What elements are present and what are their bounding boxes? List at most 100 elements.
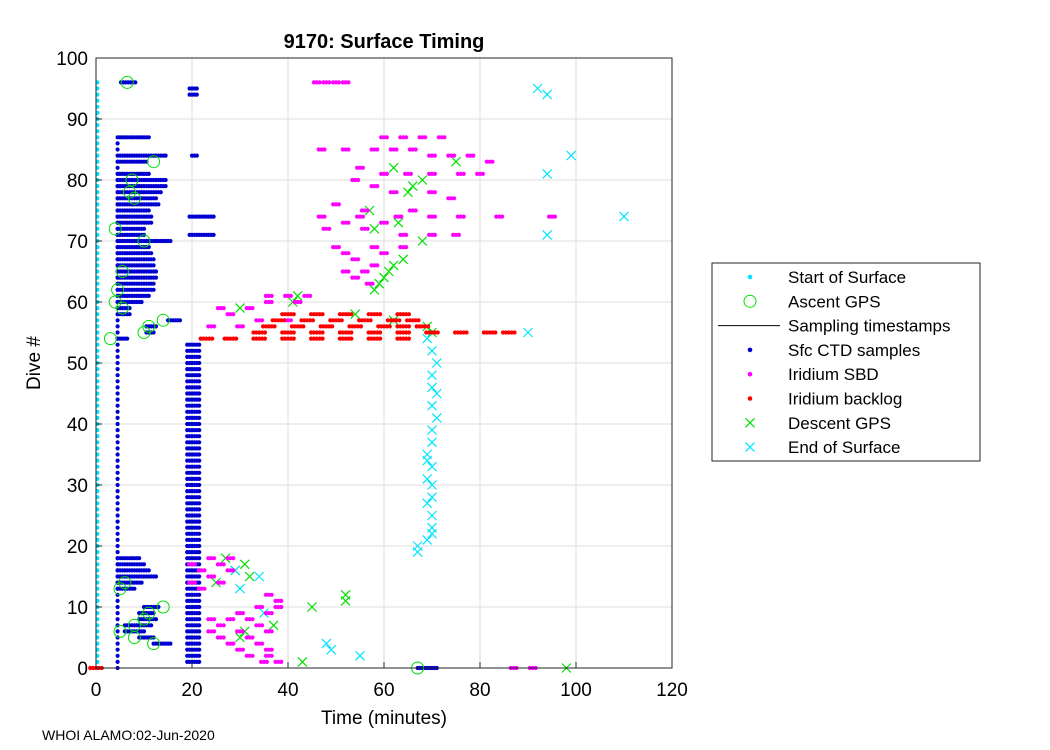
iridium-backlog-point bbox=[397, 318, 402, 323]
iridium-sbd-point bbox=[202, 568, 207, 573]
iridium-backlog-point bbox=[288, 336, 293, 341]
iridium-sbd-point bbox=[244, 653, 249, 658]
ctd-sample-point bbox=[115, 141, 120, 146]
ctd-sample-point bbox=[115, 525, 120, 530]
iridium-sbd-point bbox=[259, 641, 265, 646]
ctd-sample-point bbox=[115, 507, 120, 512]
iridium-backlog-point bbox=[506, 330, 511, 335]
ctd-sample-point bbox=[115, 440, 120, 445]
iridium-sbd-point bbox=[321, 226, 326, 231]
iridium-sbd-point bbox=[221, 580, 226, 585]
iridium-sbd-point bbox=[490, 159, 495, 164]
iridium-backlog-point bbox=[401, 330, 406, 335]
iridium-backlog-point bbox=[207, 336, 212, 341]
descent-gps-marker bbox=[407, 181, 418, 192]
legend: Start of Surface Ascent GPS Sampling times… bbox=[711, 262, 981, 462]
iridium-backlog-point bbox=[299, 318, 304, 323]
iridium-sbd-point bbox=[279, 659, 284, 665]
descent-gps-marker bbox=[383, 266, 394, 277]
iridium-sbd-point bbox=[279, 598, 284, 604]
legend-box bbox=[711, 262, 981, 462]
ctd-sample-point bbox=[115, 458, 120, 463]
iridium-backlog-point bbox=[337, 312, 342, 317]
end-of-surface-marker bbox=[235, 583, 245, 594]
iridium-backlog-point bbox=[372, 330, 377, 335]
iridium-backlog-point bbox=[337, 336, 342, 341]
iridium-sbd-point bbox=[429, 232, 435, 237]
iridium-sbd-point bbox=[228, 556, 233, 561]
ctd-sample-point bbox=[139, 580, 144, 585]
ctd-sample-point bbox=[211, 214, 216, 219]
y-tick-label: 20 bbox=[67, 537, 88, 558]
iridium-backlog-point bbox=[346, 312, 351, 317]
iridium-backlog-point bbox=[484, 330, 489, 335]
ascent-gps-marker bbox=[108, 222, 122, 236]
ctd-sample-point bbox=[141, 562, 147, 567]
iridium-sbd-point bbox=[494, 214, 499, 219]
iridium-sbd-point bbox=[247, 635, 252, 640]
iridium-sbd-point bbox=[403, 171, 408, 176]
iridium-sbd-point bbox=[237, 324, 243, 329]
iridium-sbd-point bbox=[391, 147, 396, 152]
iridium-sbd-point bbox=[343, 220, 348, 225]
iridium-backlog-point bbox=[210, 336, 215, 341]
iridium-sbd-point bbox=[292, 299, 297, 305]
iridium-backlog-point bbox=[406, 312, 412, 317]
iridium-backlog-point bbox=[381, 324, 387, 329]
ctd-sample-point bbox=[115, 165, 120, 170]
iridium-sbd-point bbox=[475, 171, 480, 176]
iridium-sbd-point bbox=[295, 299, 300, 305]
iridium-sbd-point bbox=[465, 153, 470, 158]
iridium-sbd-point bbox=[427, 190, 432, 195]
iridium-sbd-point bbox=[417, 135, 422, 140]
iridium-sbd-point bbox=[394, 190, 399, 195]
iridium-backlog-point bbox=[270, 318, 275, 323]
ascent-gps-marker bbox=[137, 612, 151, 626]
y-tick-label: 10 bbox=[67, 598, 88, 619]
y-tick-label: 100 bbox=[56, 49, 88, 70]
iridium-backlog-point bbox=[500, 330, 506, 335]
iridium-sbd-point bbox=[384, 251, 389, 256]
ctd-sample-point bbox=[197, 513, 202, 518]
iridium-sbd-point bbox=[240, 324, 245, 329]
ctd-sample-point bbox=[168, 641, 173, 646]
iridium-sbd-point bbox=[215, 580, 221, 585]
iridium-sbd-point bbox=[263, 653, 269, 658]
iridium-sbd-point bbox=[189, 580, 195, 585]
ctd-sample-point bbox=[115, 537, 120, 543]
ctd-sample-point bbox=[133, 80, 138, 85]
ctd-sample-point bbox=[146, 171, 151, 176]
ctd-sample-point bbox=[141, 629, 147, 634]
ctd-sample-point bbox=[115, 470, 120, 475]
iridium-backlog-point bbox=[414, 324, 419, 329]
iridium-sbd-point bbox=[264, 659, 269, 665]
descent-gps-marker bbox=[235, 632, 245, 643]
iridium-sbd-point bbox=[369, 263, 374, 268]
iridium-backlog-point bbox=[259, 336, 265, 341]
iridium-sbd-point bbox=[446, 196, 451, 201]
iridium-sbd-point bbox=[273, 659, 278, 665]
x-tick-label: 0 bbox=[91, 680, 102, 701]
ctd-sample-point bbox=[197, 342, 202, 347]
descent-gps-marker bbox=[244, 571, 255, 582]
iridium-sbd-point bbox=[453, 232, 459, 237]
ctd-sample-point bbox=[146, 568, 151, 573]
ctd-sample-point bbox=[197, 592, 202, 597]
end-of-surface-marker bbox=[422, 473, 433, 484]
iridium-sbd-point bbox=[231, 556, 236, 561]
iridium-backlog-point bbox=[378, 336, 383, 341]
iridium-sbd-point bbox=[259, 318, 265, 323]
iridium-backlog-point bbox=[395, 336, 400, 341]
descent-gps-marker bbox=[417, 175, 428, 185]
iridium-sbd-point bbox=[209, 629, 214, 634]
ctd-sample-point bbox=[197, 385, 202, 390]
iridium-backlog-point bbox=[201, 336, 206, 341]
iridium-backlog-point bbox=[429, 330, 435, 335]
iridium-sbd-point bbox=[451, 196, 457, 201]
iridium-sbd-point bbox=[221, 562, 226, 567]
ctd-sample-point bbox=[197, 531, 202, 536]
x-tick-label: 20 bbox=[181, 680, 202, 701]
iridium-sbd-point bbox=[231, 312, 236, 317]
descent-gps-marker bbox=[239, 559, 250, 570]
ascent-gps-marker bbox=[120, 75, 134, 89]
